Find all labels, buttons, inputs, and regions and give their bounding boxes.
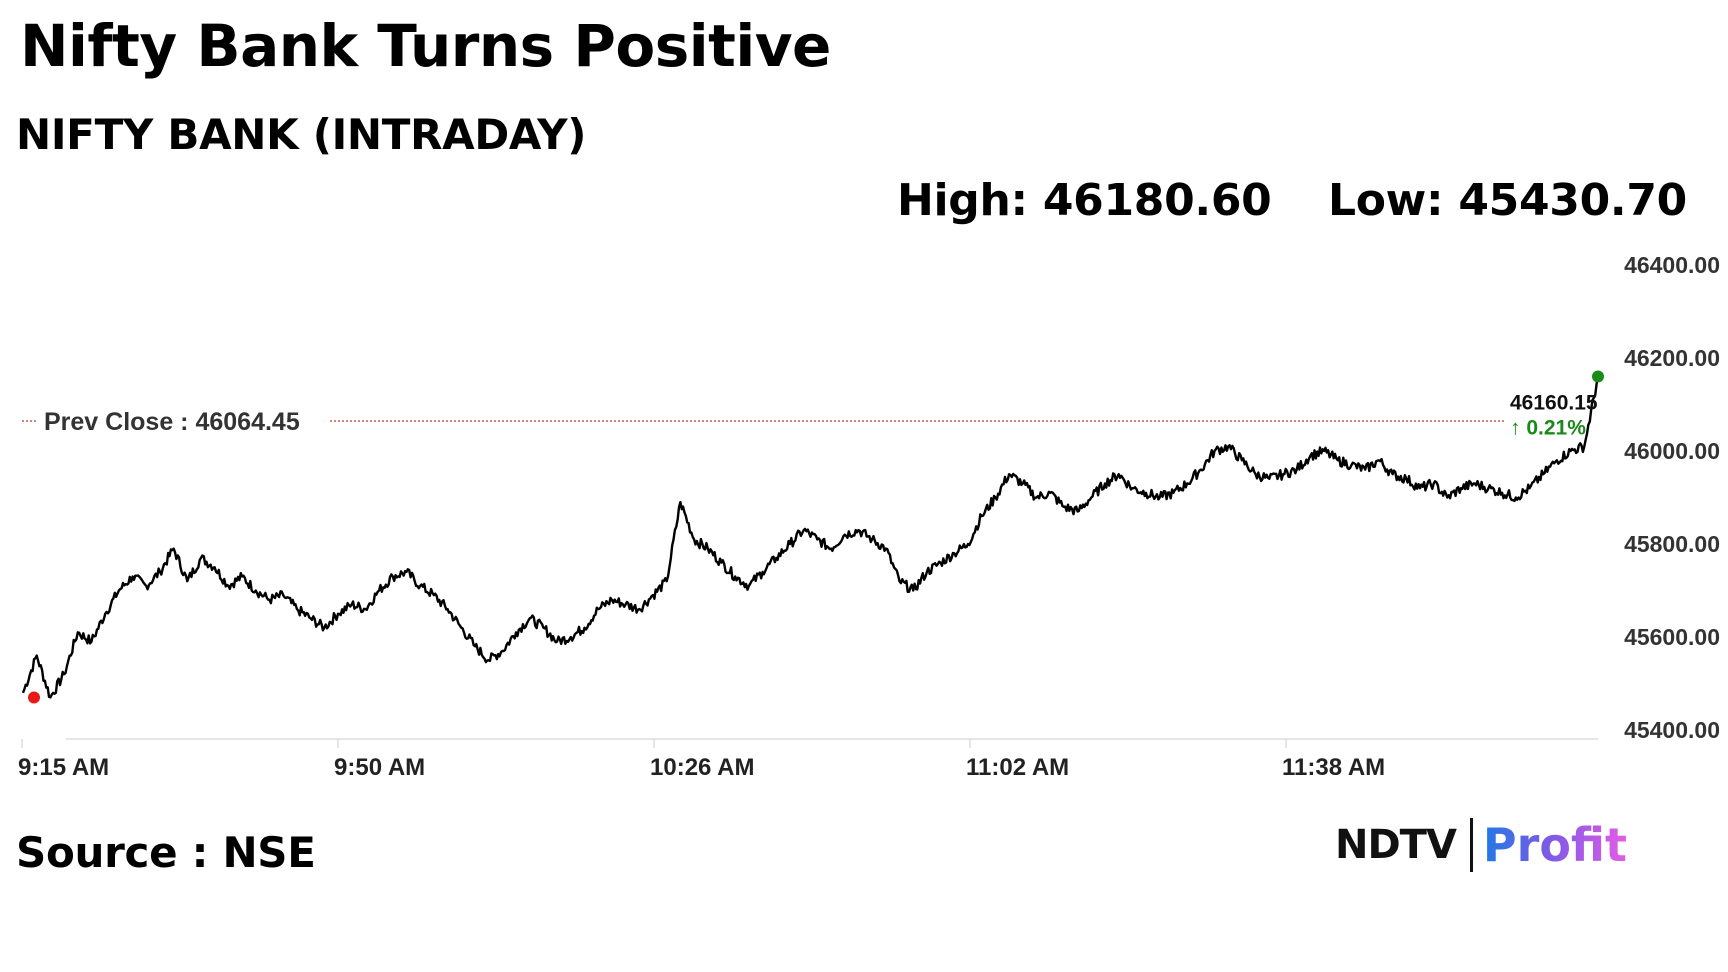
end-marker bbox=[1592, 370, 1604, 383]
y-tick-label: 46400.00 bbox=[1624, 252, 1720, 278]
x-tick-label: 11:02 AM bbox=[966, 754, 1069, 780]
y-tick-label: 45400.00 bbox=[1624, 717, 1720, 743]
logo-ndtv-text: NDTV bbox=[1335, 822, 1457, 868]
high-value: High: 46180.60 bbox=[897, 175, 1272, 226]
logo-divider bbox=[1469, 818, 1473, 872]
ndtv-profit-logo: NDTV Profit bbox=[1335, 815, 1627, 875]
y-tick-label: 46200.00 bbox=[1624, 345, 1720, 371]
y-tick-label: 46000.00 bbox=[1624, 438, 1720, 464]
prev-close-label-bg bbox=[38, 405, 328, 438]
chart-subtitle: NIFTY BANK (INTRADAY) bbox=[16, 110, 587, 159]
last-value-label: 46160.15 bbox=[1510, 392, 1598, 415]
prev-close-label: Prev Close : 46064.45 bbox=[44, 408, 300, 436]
x-axis: 9:15 AM 9:50 AM 10:26 AM 11:02 AM 11:38 AM bbox=[18, 739, 1385, 780]
source-note: Source : NSE bbox=[16, 828, 316, 877]
x-tick-label: 9:15 AM bbox=[18, 754, 109, 780]
intraday-line-chart: 45400.00 45600.00 45800.00 46000.00 46200.00… bbox=[18, 252, 1720, 780]
x-tick-label: 10:26 AM bbox=[650, 754, 754, 780]
y-axis: 45400.00 45600.00 45800.00 46000.00 46200.00… bbox=[1624, 252, 1720, 743]
start-marker bbox=[28, 691, 40, 704]
y-tick-label: 45800.00 bbox=[1624, 531, 1720, 557]
logo-profit-text: Profit bbox=[1482, 818, 1628, 872]
x-tick-label: 9:50 AM bbox=[334, 754, 425, 780]
low-value: Low: 45430.70 bbox=[1328, 175, 1687, 226]
y-tick-label: 45600.00 bbox=[1624, 624, 1720, 650]
series-line bbox=[21, 376, 1600, 699]
last-change-label: ↑ 0.21% bbox=[1510, 417, 1586, 440]
chart-title: Nifty Bank Turns Positive bbox=[20, 12, 831, 80]
x-tick-label: 11:38 AM bbox=[1282, 754, 1385, 780]
